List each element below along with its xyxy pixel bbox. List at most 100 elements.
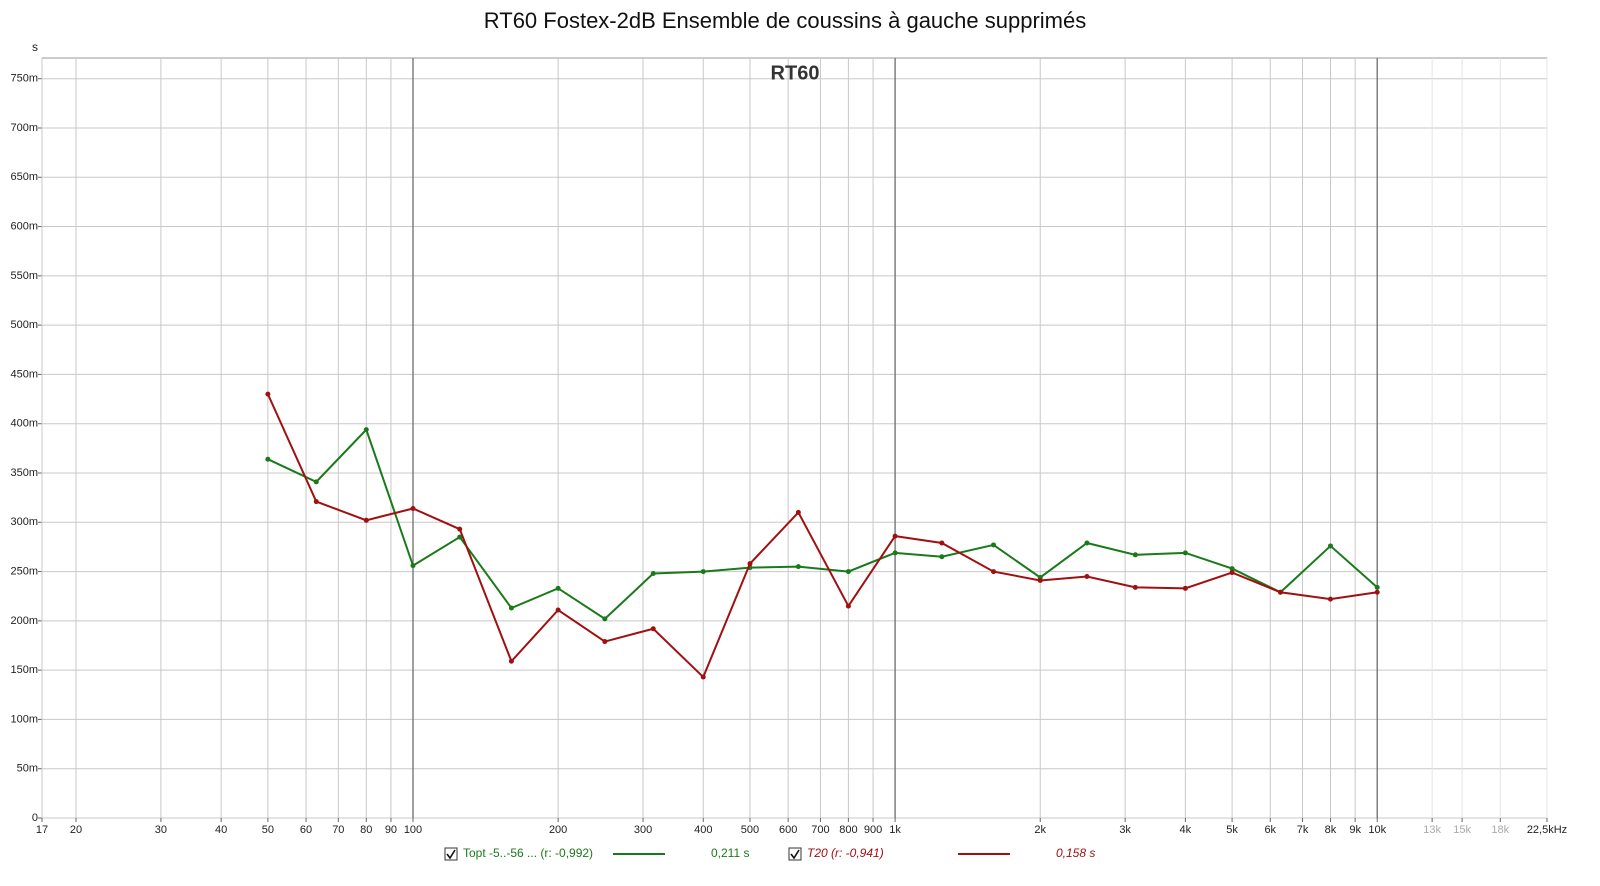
data-point [457,534,463,540]
data-point [1327,596,1333,602]
x-tick-label: 15k [1453,824,1471,836]
data-point [795,509,801,515]
x-tick-label: 90 [385,824,397,836]
data-point [795,564,801,570]
data-point [1229,566,1235,572]
data-point [363,517,369,523]
data-point [650,626,656,632]
y-tick-label: 500m [10,319,38,331]
legend-checkbox[interactable] [444,847,458,861]
data-point [602,616,608,622]
legend-summary: 0,158 s [1056,846,1095,860]
y-tick-label: 400m [10,418,38,430]
data-point [313,479,319,485]
x-tick-label: 70 [332,824,344,836]
data-point [1084,540,1090,546]
x-tick-label: 500 [741,824,759,836]
chart-subtitle: RT60 [771,62,820,84]
y-tick-label: 150m [10,664,38,676]
plot-area [41,57,1548,819]
y-axis-unit: s [32,40,38,54]
data-point [1374,584,1380,590]
data-point [700,674,706,680]
data-point [1182,585,1188,591]
y-tick-label: 200m [10,615,38,627]
y-tick-label: 300m [10,516,38,528]
x-tick-label: 17 [36,824,48,836]
x-tick-label: 1k [889,824,901,836]
data-point [1229,570,1235,576]
x-tick-label: 700 [811,824,829,836]
legend-label: T20 (r: -0,941) [807,846,884,860]
x-tick-label: 18k [1491,824,1509,836]
data-point [939,540,945,546]
x-tick-label: 60 [300,824,312,836]
x-tick-label: 8k [1325,824,1337,836]
data-point [650,571,656,577]
y-tick-label: 100m [10,713,38,725]
x-tick-label: 800 [839,824,857,836]
data-point [555,607,561,613]
data-point [508,605,514,611]
x-tick-label: 20 [70,824,82,836]
legend-checkbox[interactable] [788,847,802,861]
y-tick-label: 550m [10,270,38,282]
y-tick-label: 700m [10,122,38,134]
y-tick-label: 650m [10,171,38,183]
x-tick-label: 6k [1264,824,1276,836]
data-point [602,639,608,645]
data-point [991,542,997,548]
x-tick-label: 9k [1349,824,1361,836]
data-point [313,499,319,505]
x-tick-label: 3k [1119,824,1131,836]
data-point [410,563,416,569]
x-tick-label: 80 [360,824,372,836]
chart-title: RT60 Fostex-2dB Ensemble de coussins à g… [484,8,1086,33]
data-point [892,533,898,539]
data-point [1132,552,1138,558]
data-point [410,505,416,511]
legend-summary: 0,211 s [711,846,749,860]
x-tick-label: 10k [1368,824,1386,836]
x-tick-label: 40 [215,824,227,836]
series-line [267,427,1378,621]
data-point [363,427,369,433]
data-point [991,569,997,575]
x-tick-label: 13k [1423,824,1441,836]
data-point [1182,550,1188,556]
x-tick-label: 2k [1034,824,1046,836]
data-point [265,456,271,462]
data-point [1277,589,1283,595]
y-tick-label: 50m [17,763,38,775]
data-point [555,585,561,591]
data-point [845,603,851,609]
data-point [939,554,945,560]
x-tick-label: 5k [1226,824,1238,836]
checkmark [446,849,456,860]
legend-label: Topt -5..-56 ... (r: -0,992) [463,846,593,860]
y-tick-label: 0 [32,812,38,824]
data-point [457,526,463,532]
data-point [1327,543,1333,549]
data-point [845,569,851,575]
y-tick-label: 350m [10,467,38,479]
x-tick-label: 200 [549,824,567,836]
data-point [1132,584,1138,590]
x-tick-label: 300 [634,824,652,836]
y-tick-label: 750m [10,73,38,85]
y-tick-label: 450m [10,368,38,380]
series-line [266,393,1378,679]
x-tick-label: 900 [864,824,882,836]
x-tick-label: 600 [779,824,797,836]
data-point [1037,577,1043,583]
data-point [1084,573,1090,579]
data-point [1374,589,1380,595]
x-tick-label: 7k [1297,824,1309,836]
data-point [508,658,514,664]
y-tick-label: 250m [10,565,38,577]
checkmark [790,849,800,860]
x-tick-label: 30 [155,824,167,836]
x-tick-label: 4k [1180,824,1192,836]
x-tick-label: 22,5kHz [1527,824,1567,836]
